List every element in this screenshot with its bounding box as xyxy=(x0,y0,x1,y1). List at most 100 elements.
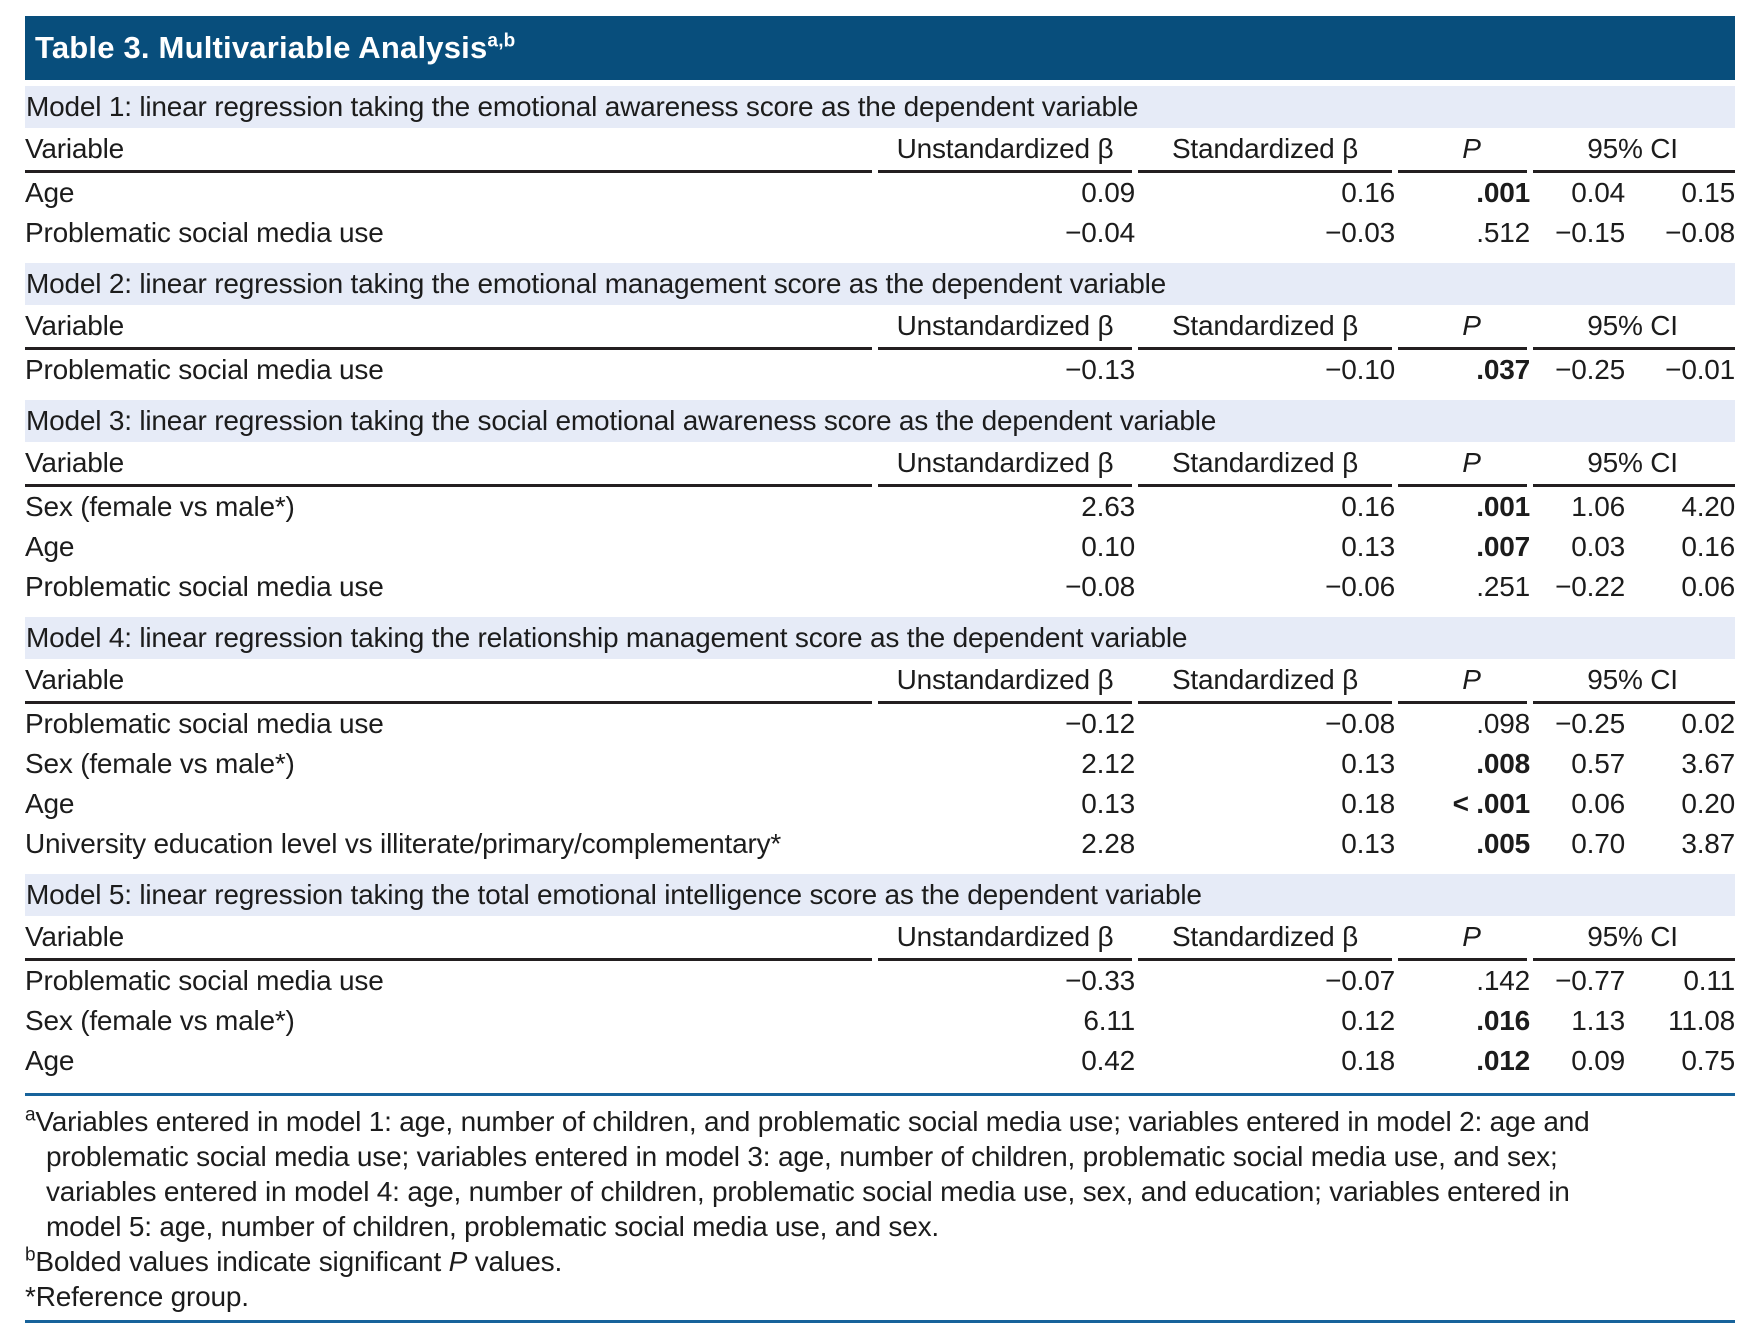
column-header-variable: Variable xyxy=(25,442,878,487)
cell-ci-high: 11.08 xyxy=(1668,1005,1736,1036)
table-row: Age 0.10 0.13 .007 0.03 0.16 xyxy=(25,527,1735,567)
cell-p-value: .037 xyxy=(1476,354,1530,385)
table-title-superscript: a,b xyxy=(487,30,516,52)
cell-p-value: .001 xyxy=(1476,491,1530,522)
table-row: Sex (female vs male*) 2.63 0.16 .001 1.0… xyxy=(25,486,1735,528)
cell-ci-low: 0.03 xyxy=(1571,531,1625,562)
cell-unstandardized-beta: 2.12 xyxy=(1081,748,1135,779)
model-5-column-header-row: Variable Unstandardized β Standardized β… xyxy=(25,916,1736,961)
column-header-unstandardized-beta: Unstandardized β xyxy=(875,305,1138,350)
column-header-p: P xyxy=(1395,305,1533,350)
cell-unstandardized-beta: 2.63 xyxy=(1081,491,1135,522)
column-header-unstandardized-beta: Unstandardized β xyxy=(875,442,1138,487)
cell-unstandardized-beta: −0.13 xyxy=(1065,354,1135,385)
column-header-p: P xyxy=(1395,916,1533,961)
column-header-p: P xyxy=(1395,128,1533,173)
cell-standardized-beta: 0.16 xyxy=(1341,177,1395,208)
cell-variable: Problematic social media use xyxy=(25,354,384,385)
table-row: University education level vs illiterate… xyxy=(25,824,1735,869)
cell-p-value: .512 xyxy=(1476,217,1530,248)
cell-ci-low: −0.22 xyxy=(1555,571,1625,602)
column-header-95ci: 95% CI xyxy=(1530,916,1736,961)
column-header-standardized-beta: Standardized β xyxy=(1135,128,1398,173)
column-header-standardized-beta: Standardized β xyxy=(1135,305,1398,350)
cell-standardized-beta: 0.16 xyxy=(1341,491,1395,522)
model-2-column-header-row: Variable Unstandardized β Standardized β… xyxy=(25,305,1736,350)
cell-variable: Problematic social media use xyxy=(25,965,384,996)
cell-p-value: .012 xyxy=(1476,1045,1530,1076)
table-row: Age 0.09 0.16 .001 0.04 0.15 xyxy=(25,172,1735,214)
cell-standardized-beta: −0.06 xyxy=(1325,571,1395,602)
model-1-section: Model 1: linear regression taking the em… xyxy=(25,86,1736,128)
table-row: Problematic social media use −0.04 −0.03… xyxy=(25,213,1735,258)
cell-variable: Age xyxy=(25,531,75,562)
footnote-a-line-4: model 5: age, number of children, proble… xyxy=(46,1211,939,1242)
cell-ci-high: 0.06 xyxy=(1681,571,1736,602)
cell-unstandardized-beta: −0.12 xyxy=(1065,708,1135,739)
cell-p-value: .142 xyxy=(1476,965,1530,996)
cell-p-value: .098 xyxy=(1476,708,1530,739)
multivariable-analysis-table: Model 1: linear regression taking the em… xyxy=(25,86,1735,1081)
cell-standardized-beta: −0.10 xyxy=(1325,354,1395,385)
column-header-95ci: 95% CI xyxy=(1530,659,1736,704)
cell-variable: Problematic social media use xyxy=(25,708,384,739)
footnote-b-text: Bolded values indicate significant xyxy=(35,1246,449,1277)
column-header-95ci: 95% CI xyxy=(1530,442,1736,487)
cell-ci-high: −0.08 xyxy=(1665,217,1736,248)
column-header-p: P xyxy=(1395,659,1533,704)
column-header-95ci: 95% CI xyxy=(1530,305,1736,350)
cell-ci-high: 3.67 xyxy=(1681,748,1736,779)
footnote-a-text-1: Variables entered in model 1: age, numbe… xyxy=(35,1106,1590,1137)
table-title-bar: Table 3. Multivariable Analysisa,b xyxy=(25,16,1735,80)
cell-unstandardized-beta: 0.09 xyxy=(1081,177,1135,208)
table-row: Problematic social media use −0.12 −0.08… xyxy=(25,703,1735,745)
column-header-unstandardized-beta: Unstandardized β xyxy=(875,659,1138,704)
cell-p-value: .001 xyxy=(1476,177,1530,208)
cell-unstandardized-beta: 0.13 xyxy=(1081,788,1135,819)
model-5-heading: Model 5: linear regression taking the to… xyxy=(25,864,1736,916)
cell-unstandardized-beta: −0.33 xyxy=(1065,965,1135,996)
column-header-unstandardized-beta: Unstandardized β xyxy=(875,916,1138,961)
column-header-variable: Variable xyxy=(25,659,878,704)
cell-variable: Problematic social media use xyxy=(25,217,384,248)
cell-ci-high: −0.01 xyxy=(1665,354,1736,385)
cell-ci-high: 3.87 xyxy=(1681,828,1736,859)
model-5-section: Model 5: linear regression taking the to… xyxy=(25,864,1736,916)
cell-standardized-beta: 0.13 xyxy=(1341,828,1395,859)
column-header-variable: Variable xyxy=(25,128,878,173)
cell-ci-high: 0.16 xyxy=(1681,531,1736,562)
model-2-section: Model 2: linear regression taking the em… xyxy=(25,253,1736,305)
footnote-b-marker: b xyxy=(25,1244,36,1266)
cell-ci-low: 0.09 xyxy=(1571,1045,1625,1076)
cell-ci-low: 0.04 xyxy=(1571,177,1625,208)
column-header-95ci: 95% CI xyxy=(1530,128,1736,173)
cell-ci-low: −0.25 xyxy=(1555,708,1625,739)
column-header-standardized-beta: Standardized β xyxy=(1135,659,1398,704)
column-header-variable: Variable xyxy=(25,305,878,350)
cell-variable: Problematic social media use xyxy=(25,571,384,602)
cell-standardized-beta: 0.18 xyxy=(1341,788,1395,819)
table-row: Sex (female vs male*) 6.11 0.12 .016 1.1… xyxy=(25,1001,1735,1041)
cell-variable: Sex (female vs male*) xyxy=(25,491,295,522)
cell-standardized-beta: −0.08 xyxy=(1325,708,1395,739)
footnote-b-p-italic: P xyxy=(448,1246,468,1277)
column-header-standardized-beta: Standardized β xyxy=(1135,442,1398,487)
column-header-unstandardized-beta: Unstandardized β xyxy=(875,128,1138,173)
cell-ci-low: −0.25 xyxy=(1555,354,1625,385)
model-3-column-header-row: Variable Unstandardized β Standardized β… xyxy=(25,442,1736,487)
cell-variable: Sex (female vs male*) xyxy=(25,1005,295,1036)
cell-ci-high: 0.15 xyxy=(1681,177,1736,208)
table-row: Age 0.42 0.18 .012 0.09 0.75 xyxy=(25,1041,1735,1081)
footnote-a-line-2: problematic social media use; variables … xyxy=(46,1141,1558,1172)
model-4-section: Model 4: linear regression taking the re… xyxy=(25,607,1736,659)
cell-unstandardized-beta: 0.10 xyxy=(1081,531,1135,562)
cell-variable: Age xyxy=(25,177,75,208)
cell-p-value: .008 xyxy=(1476,748,1530,779)
table-row: Problematic social media use −0.08 −0.06… xyxy=(25,567,1735,612)
cell-standardized-beta: 0.13 xyxy=(1341,748,1395,779)
column-header-variable: Variable xyxy=(25,916,878,961)
model-1-column-header-row: Variable Unstandardized β Standardized β… xyxy=(25,128,1736,173)
footnote-reference-group: *Reference group. xyxy=(25,1281,249,1312)
cell-standardized-beta: −0.03 xyxy=(1325,217,1395,248)
table-row: Age 0.13 0.18 < .001 0.06 0.20 xyxy=(25,784,1735,824)
